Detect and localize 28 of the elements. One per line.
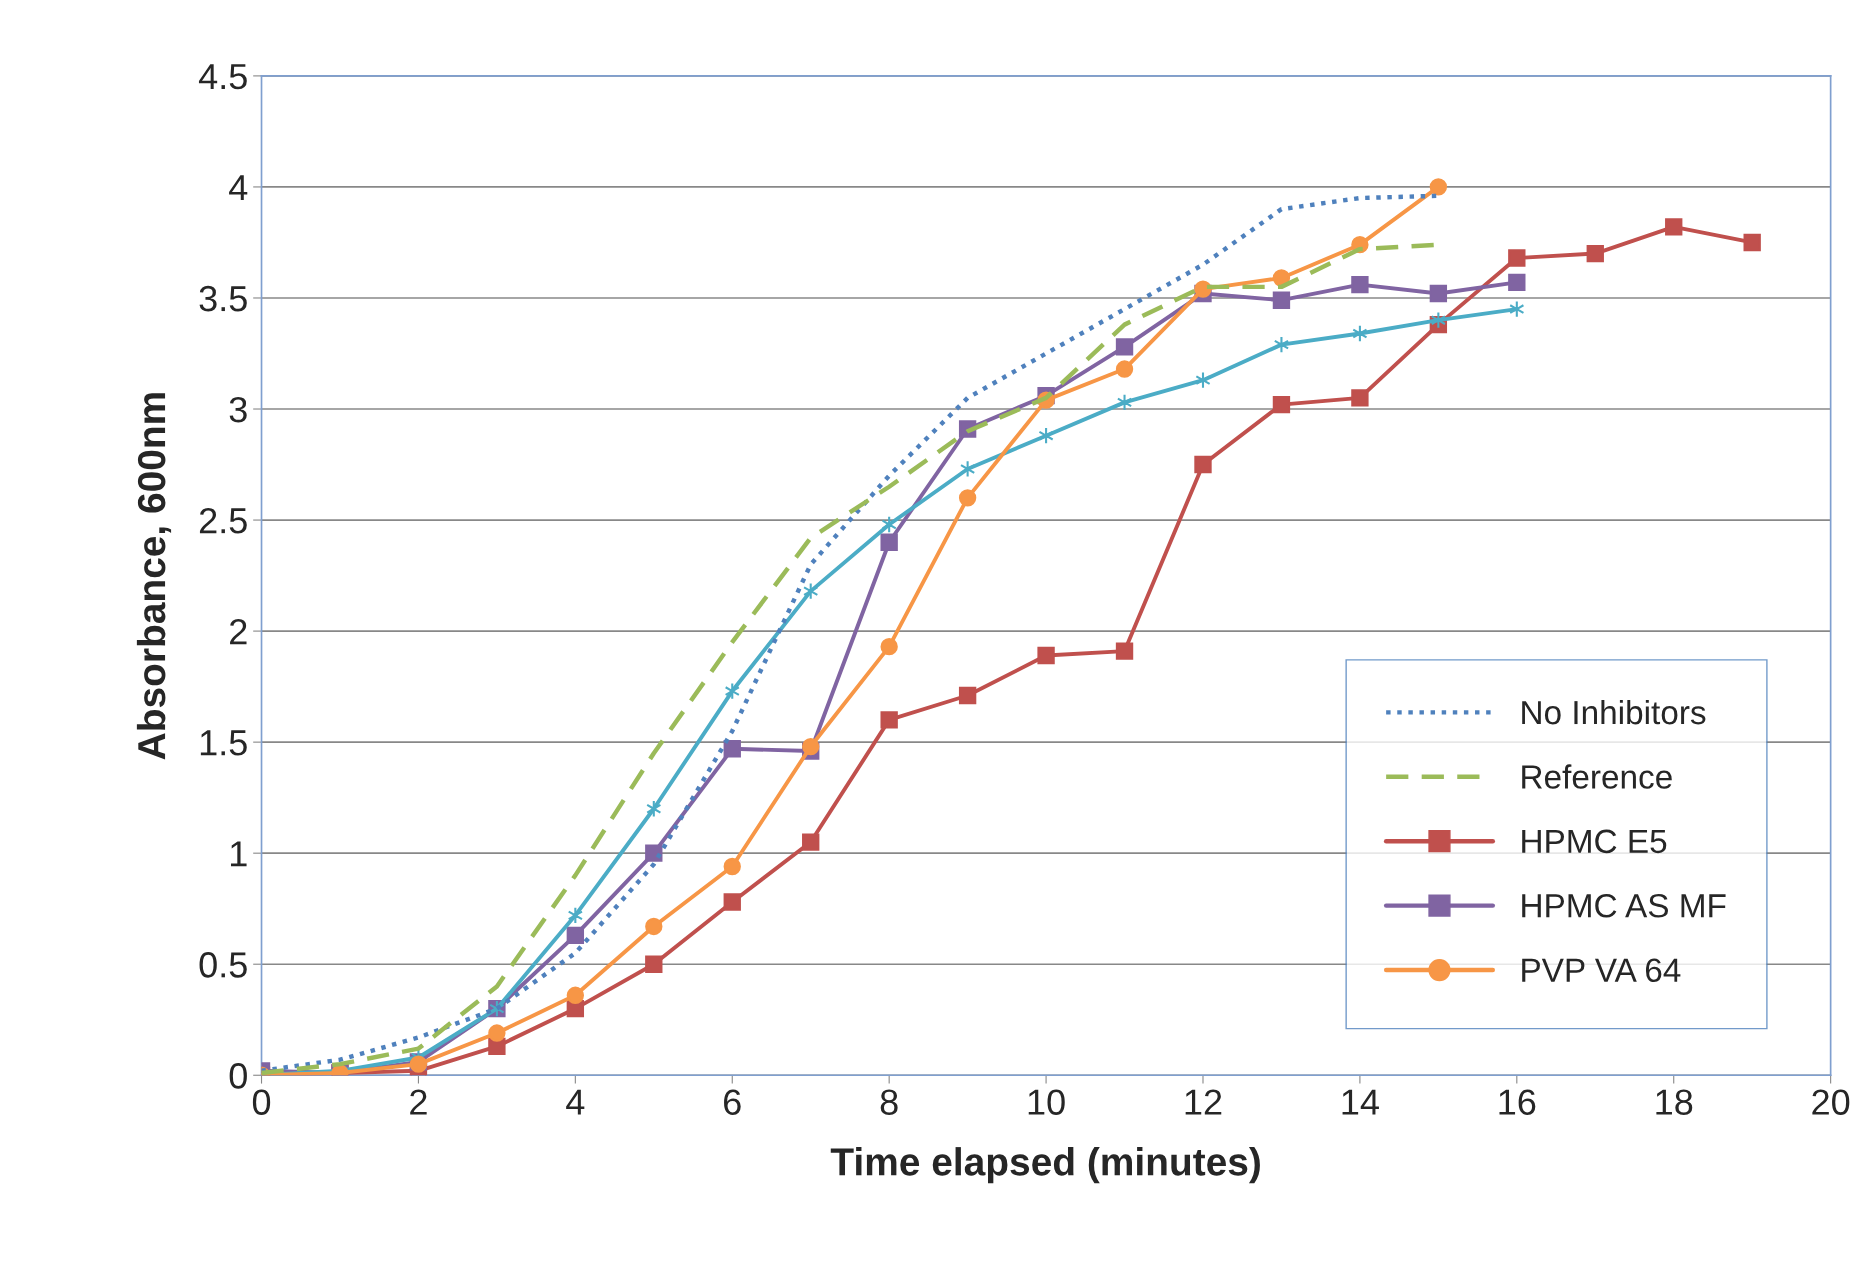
x-tick-label: 0 [252,1089,271,1115]
y-tick-label: 2 [230,618,247,645]
y-tick-label: 2.5 [199,507,247,534]
legend-label: PVP VA 64 [1522,958,1681,983]
legend-label: HPMC AS MF [1522,894,1726,918]
x-tick-label: 8 [880,1089,898,1115]
y-tick-label: 3 [229,396,247,423]
y-axis-title: Absorbance, 600nm [136,393,172,760]
x-tick-label: 12 [1185,1089,1222,1115]
y-tick-label: 4 [229,175,248,201]
x-tick-label: 16 [1499,1089,1536,1115]
x-tick-label: 4 [566,1089,585,1115]
y-tick-label: 1 [231,841,247,867]
legend-label: No Inhibitors [1522,699,1706,725]
legend-label: Reference [1522,764,1672,789]
y-tick-label: 0 [229,1063,247,1089]
y-tick-label: 4.5 [198,64,247,90]
x-tick-label: 2 [410,1089,427,1115]
x-tick-label: 18 [1656,1089,1693,1115]
y-tick-label: 0.5 [199,952,247,978]
x-tick-label: 20 [1812,1089,1850,1115]
y-tick-label: 1.5 [200,730,247,756]
legend-label: HPMC E5 [1522,829,1667,854]
y-tick-label: 3.5 [199,285,247,312]
x-axis-title: Time elapsed (minutes) [830,1147,1260,1184]
x-tick-label: 14 [1342,1089,1379,1115]
x-tick-label: 10 [1028,1089,1065,1115]
x-tick-label: 6 [724,1089,741,1115]
